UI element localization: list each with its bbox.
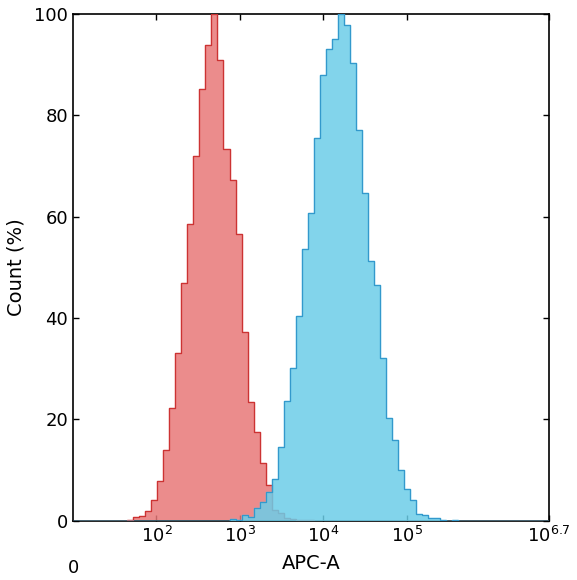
Polygon shape [73, 14, 549, 521]
Polygon shape [73, 14, 549, 521]
Y-axis label: Count (%): Count (%) [7, 219, 26, 316]
Text: 0: 0 [68, 559, 78, 577]
X-axis label: APC-A: APC-A [282, 554, 340, 573]
